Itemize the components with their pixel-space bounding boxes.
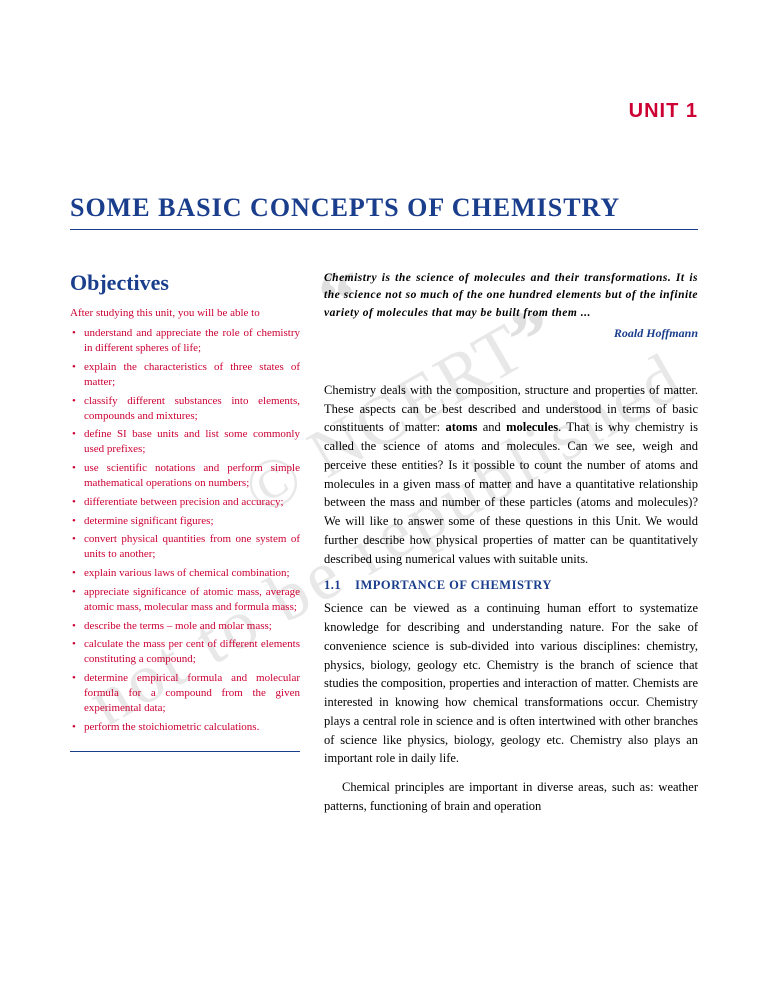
objective-item: determine empirical formula and molecula… xyxy=(70,671,300,716)
quote-text: Chemistry is the science of molecules an… xyxy=(324,272,698,319)
content-columns: Objectives After studying this unit, you… xyxy=(70,270,698,826)
objectives-heading: Objectives xyxy=(70,270,300,296)
objective-item: understand and appreciate the role of ch… xyxy=(70,326,300,356)
quote-author: Roald Hoffmann xyxy=(324,326,698,341)
section-title: IMPORTANCE OF CHEMISTRY xyxy=(355,578,552,592)
bold-molecules: molecules xyxy=(506,420,558,434)
objectives-box: Objectives After studying this unit, you… xyxy=(70,270,300,752)
main-text-column: “ ” Chemistry is the science of molecule… xyxy=(324,270,698,826)
intro-paragraph: Chemistry deals with the composition, st… xyxy=(324,381,698,569)
objective-item: determine significant figures; xyxy=(70,514,300,529)
epigraph-quote: “ ” Chemistry is the science of molecule… xyxy=(324,270,698,322)
objectives-list: understand and appreciate the role of ch… xyxy=(70,326,300,734)
section-number: 1.1 xyxy=(324,578,341,592)
page-container: UNIT 1 SOME BASIC CONCEPTS OF CHEMISTRY … xyxy=(0,0,768,866)
title-underline xyxy=(70,229,698,230)
intro-text-post: . That is why chemistry is called the sc… xyxy=(324,420,698,565)
unit-label: UNIT 1 xyxy=(70,100,698,123)
section-heading: 1.1 IMPORTANCE OF CHEMISTRY xyxy=(324,578,698,593)
objective-item: appreciate significance of atomic mass, … xyxy=(70,585,300,615)
objective-item: describe the terms – mole and molar mass… xyxy=(70,619,300,634)
objective-item: differentiate between precision and accu… xyxy=(70,495,300,510)
intro-text-mid: and xyxy=(477,420,506,434)
objectives-intro: After studying this unit, you will be ab… xyxy=(70,306,300,320)
objectives-column: Objectives After studying this unit, you… xyxy=(70,270,300,826)
objective-item: classify different substances into eleme… xyxy=(70,394,300,424)
objective-item: convert physical quantities from one sys… xyxy=(70,532,300,562)
objective-item: calculate the mass per cent of different… xyxy=(70,637,300,667)
section-para-1: Science can be viewed as a continuing hu… xyxy=(324,599,698,768)
objective-item: explain the characteristics of three sta… xyxy=(70,360,300,390)
objective-item: perform the stoichiometric calculations. xyxy=(70,720,300,735)
chapter-title: SOME BASIC CONCEPTS OF CHEMISTRY xyxy=(70,193,698,223)
section-para-2: Chemical principles are important in div… xyxy=(324,778,698,816)
objective-item: use scientific notations and perform sim… xyxy=(70,461,300,491)
bold-atoms: atoms xyxy=(445,420,477,434)
objective-item: define SI base units and list some commo… xyxy=(70,427,300,457)
objective-item: explain various laws of chemical combina… xyxy=(70,566,300,581)
